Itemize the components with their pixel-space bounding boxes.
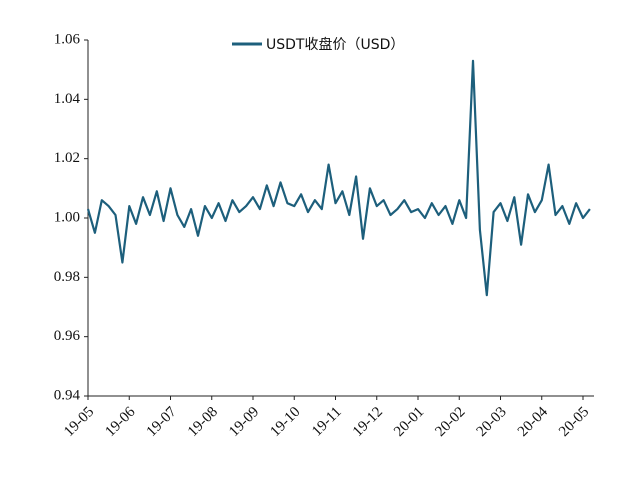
x-tick-label: 19-08 bbox=[185, 404, 221, 440]
x-tick-label: 20-02 bbox=[432, 404, 468, 440]
x-tick-label: 19-05 bbox=[61, 404, 97, 440]
x-tick-label: 19-11 bbox=[309, 404, 345, 440]
y-tick-label: 1.04 bbox=[54, 91, 81, 107]
y-tick-label: 1.06 bbox=[54, 31, 81, 47]
x-tick-label: 20-05 bbox=[556, 404, 592, 440]
x-tick-label: 20-01 bbox=[391, 404, 427, 440]
y-tick-label: 0.96 bbox=[54, 328, 81, 344]
y-tick-label: 0.98 bbox=[54, 269, 80, 285]
x-tick-label: 19-09 bbox=[226, 404, 262, 440]
x-tick-label: 19-12 bbox=[350, 404, 386, 440]
x-tick-label: 20-04 bbox=[515, 404, 551, 440]
y-tick-label: 1.00 bbox=[54, 209, 80, 225]
series-line bbox=[86, 59, 591, 297]
y-tick-label: 0.94 bbox=[54, 387, 81, 403]
x-tick-label: 20-03 bbox=[474, 404, 510, 440]
x-tick-label: 19-10 bbox=[267, 404, 303, 440]
y-tick-label: 1.02 bbox=[54, 150, 80, 166]
x-tick-label: 19-07 bbox=[144, 404, 180, 440]
x-tick-label: 19-06 bbox=[102, 404, 138, 440]
legend-label: USDT收盘价（USD） bbox=[266, 36, 404, 53]
